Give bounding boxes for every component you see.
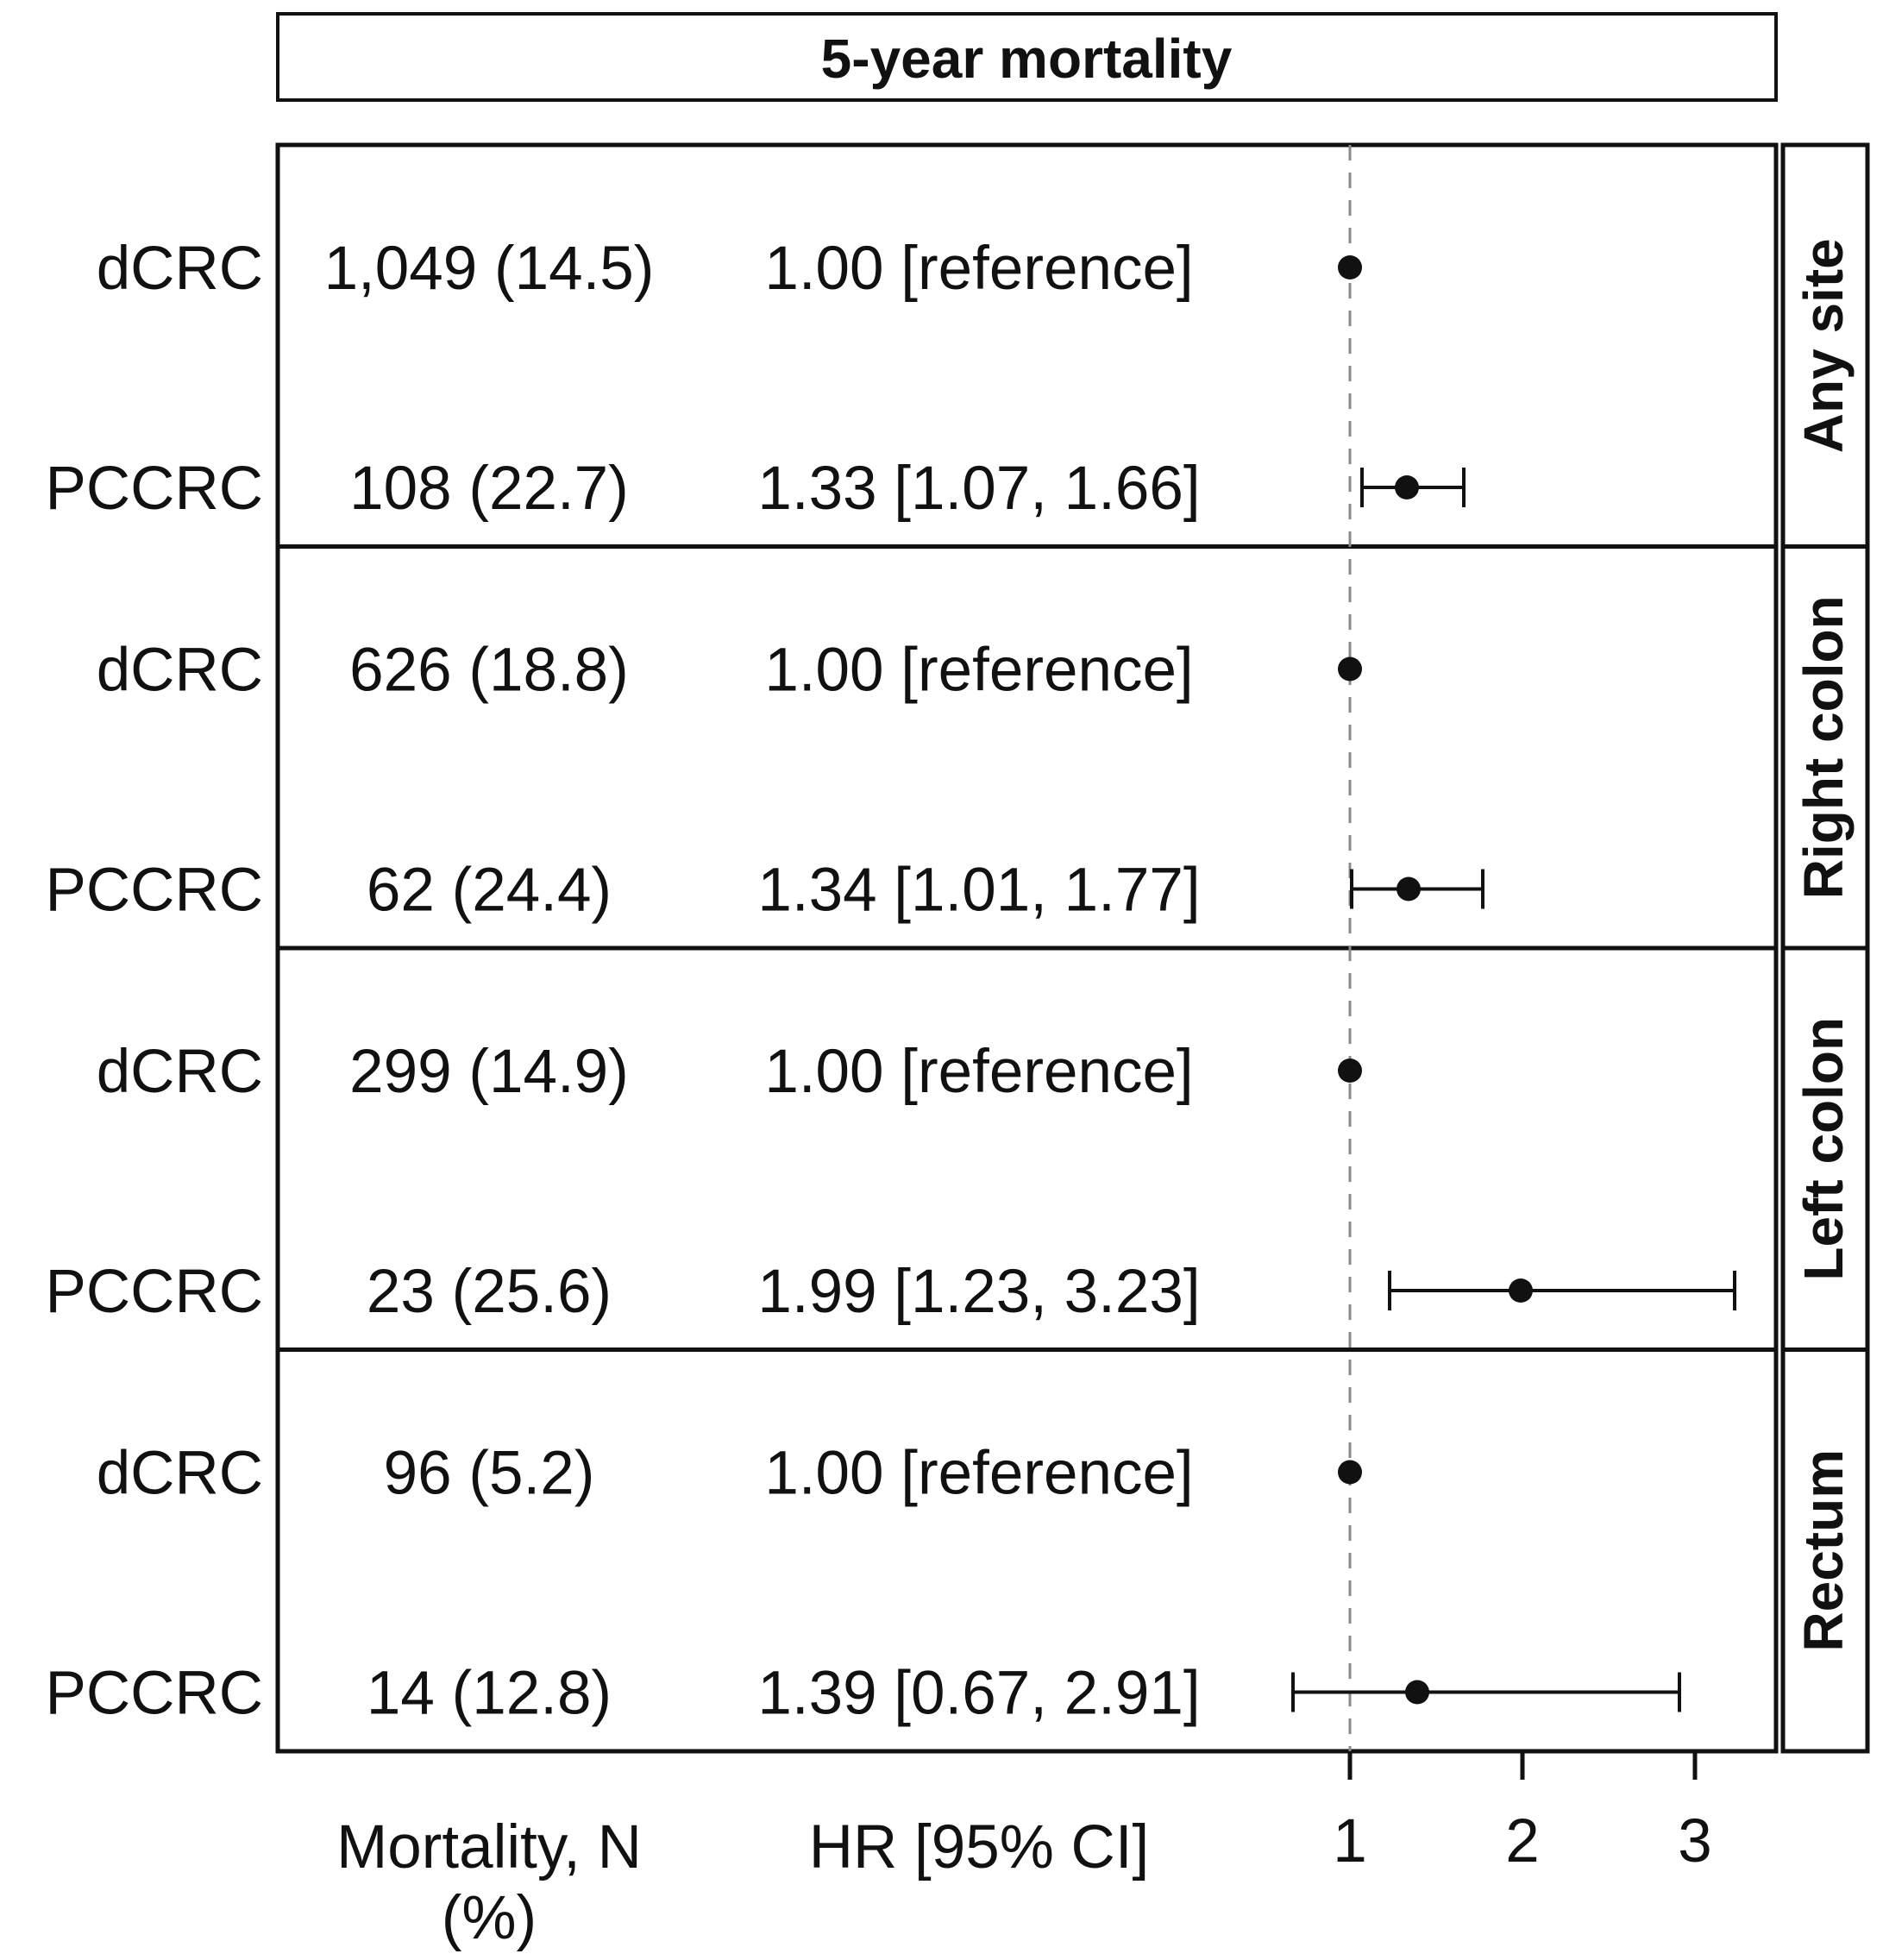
chart-title: 5-year mortality xyxy=(821,28,1233,90)
hr-point xyxy=(1338,656,1362,682)
row-group-label: dCRC xyxy=(97,1038,263,1106)
facet-label: Rectum xyxy=(1792,1449,1855,1652)
mortality-value: 108 (22.7) xyxy=(349,455,629,523)
mortality-value: 96 (5.2) xyxy=(384,1440,595,1508)
x-axis: 1 2 3 xyxy=(1333,1751,1712,1875)
row-group-label: PCCRC xyxy=(46,1660,263,1728)
row-group-label: dCRC xyxy=(97,235,263,303)
hr-value: 1.00 [reference] xyxy=(764,1038,1193,1106)
hr-value: 1.00 [reference] xyxy=(764,637,1193,705)
mortality-column-header: Mortality, N (%) xyxy=(336,1813,642,1952)
hr-point xyxy=(1405,1680,1429,1705)
title-strip xyxy=(276,12,1778,102)
row-group-label: dCRC xyxy=(97,1440,263,1508)
mortality-value: 14 (12.8) xyxy=(367,1660,612,1728)
hr-column-header: HR [95% CI] xyxy=(809,1813,1150,1881)
mortality-value: 299 (14.9) xyxy=(349,1038,629,1106)
hr-value: 1.99 [1.23, 3.23] xyxy=(757,1258,1200,1326)
facet-label: Left colon xyxy=(1792,1017,1855,1281)
hr-point xyxy=(1395,475,1419,499)
x-tick-label: 1 xyxy=(1333,1807,1367,1875)
hr-point xyxy=(1338,1059,1362,1083)
hr-value: 1.00 [reference] xyxy=(764,235,1193,303)
panels: Any site Right colon Left colon Rectum xyxy=(275,142,1870,1754)
facet-label: Right colon xyxy=(1792,595,1855,899)
facet-strip xyxy=(1780,1348,1870,1754)
hr-point xyxy=(1338,255,1362,280)
estimates: dCRC 1,049 (14.5) 1.00 [reference] PCCRC 108… xyxy=(46,235,1736,1728)
mortality-value: 62 (24.4) xyxy=(367,857,612,925)
facet-strip xyxy=(1780,142,1870,549)
mortality-value: 1,049 (14.5) xyxy=(324,235,655,303)
hr-value: 1.00 [reference] xyxy=(764,1440,1193,1508)
hr-point xyxy=(1397,876,1421,901)
hr-point xyxy=(1509,1278,1533,1303)
hr-point xyxy=(1338,1460,1362,1485)
facet-label: Any site xyxy=(1792,238,1855,453)
row-group-label: PCCRC xyxy=(46,1258,263,1326)
mortality-value: 23 (25.6) xyxy=(367,1258,612,1326)
row-group-label: PCCRC xyxy=(46,455,263,523)
hr-value: 1.39 [0.67, 2.91] xyxy=(757,1660,1200,1728)
row-group-label: dCRC xyxy=(97,637,263,705)
panel-frame xyxy=(275,1348,1779,1754)
x-tick-label: 2 xyxy=(1505,1807,1540,1875)
x-tick-label: 3 xyxy=(1678,1807,1712,1875)
hr-value: 1.33 [1.07, 1.66] xyxy=(757,455,1200,523)
mortality-value: 626 (18.8) xyxy=(349,637,629,705)
row-group-label: PCCRC xyxy=(46,857,263,925)
hr-value: 1.34 [1.01, 1.77] xyxy=(757,857,1200,925)
